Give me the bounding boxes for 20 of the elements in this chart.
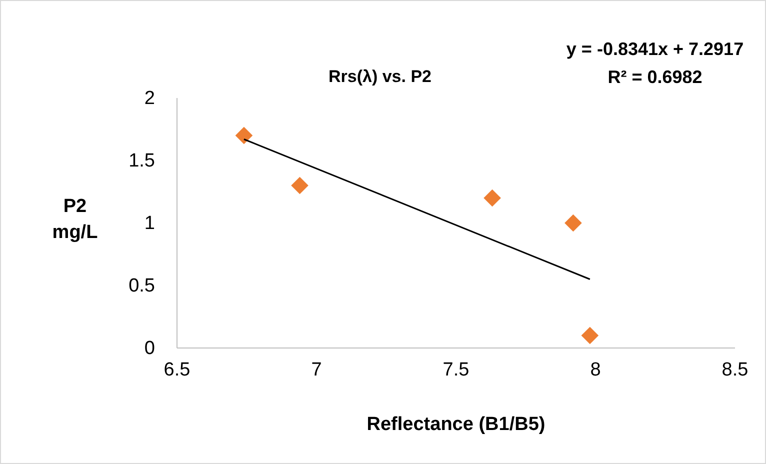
x-tick-label: 6.5 <box>164 359 190 380</box>
y-tick-label: 1 <box>144 213 155 234</box>
y-axis-title: P2 mg/L <box>52 196 98 243</box>
text: R² = 0.6982 <box>608 67 702 87</box>
y-tick-label: 2 <box>144 88 155 110</box>
chart-title: Rrs(λ) vs. P2 <box>328 67 432 86</box>
x-tick-label: 7 <box>311 359 322 380</box>
x-axis-title: Reflectance (B1/B5) <box>366 414 546 435</box>
point <box>291 176 308 194</box>
point <box>235 126 253 144</box>
text: y = -0.8341x + 7.2917 <box>566 39 744 59</box>
x-tick-label: 8.5 <box>722 359 748 380</box>
y-tick-label: 1.5 <box>128 150 155 172</box>
y-tick-label: 0 <box>144 338 155 360</box>
x-tick-label: 8 <box>590 359 601 380</box>
y-tick-label: 0.5 <box>128 276 155 297</box>
x-tick-label: 7.5 <box>442 359 470 380</box>
point <box>581 326 599 344</box>
point <box>564 214 582 232</box>
point <box>484 189 501 207</box>
